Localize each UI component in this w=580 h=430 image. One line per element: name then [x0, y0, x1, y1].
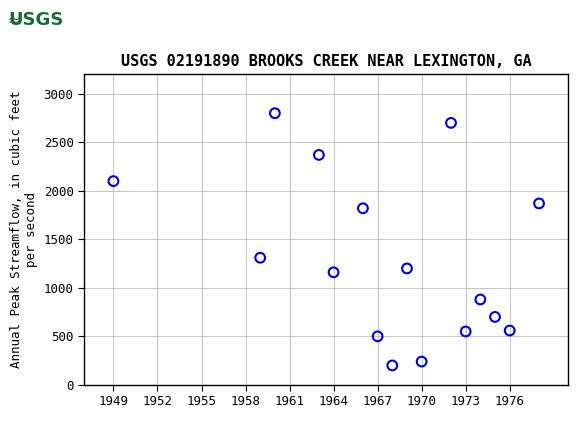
Point [461, 328, 470, 335]
Point [329, 269, 338, 276]
Point [270, 110, 280, 117]
Text: USGS: USGS [8, 11, 64, 29]
Point [387, 362, 397, 369]
Point [109, 178, 118, 184]
FancyBboxPatch shape [3, 3, 70, 37]
Point [358, 205, 368, 212]
Text: ≈: ≈ [7, 12, 20, 28]
Y-axis label: Annual Peak Streamflow, in cubic feet
per second: Annual Peak Streamflow, in cubic feet pe… [10, 91, 38, 369]
Point [476, 296, 485, 303]
Point [447, 120, 456, 126]
Point [505, 327, 514, 334]
Point [490, 313, 499, 320]
Point [314, 151, 324, 158]
Title: USGS 02191890 BROOKS CREEK NEAR LEXINGTON, GA: USGS 02191890 BROOKS CREEK NEAR LEXINGTO… [121, 54, 531, 69]
Point [373, 333, 382, 340]
Point [534, 200, 543, 207]
Point [417, 358, 426, 365]
Point [256, 254, 265, 261]
Point [403, 265, 412, 272]
